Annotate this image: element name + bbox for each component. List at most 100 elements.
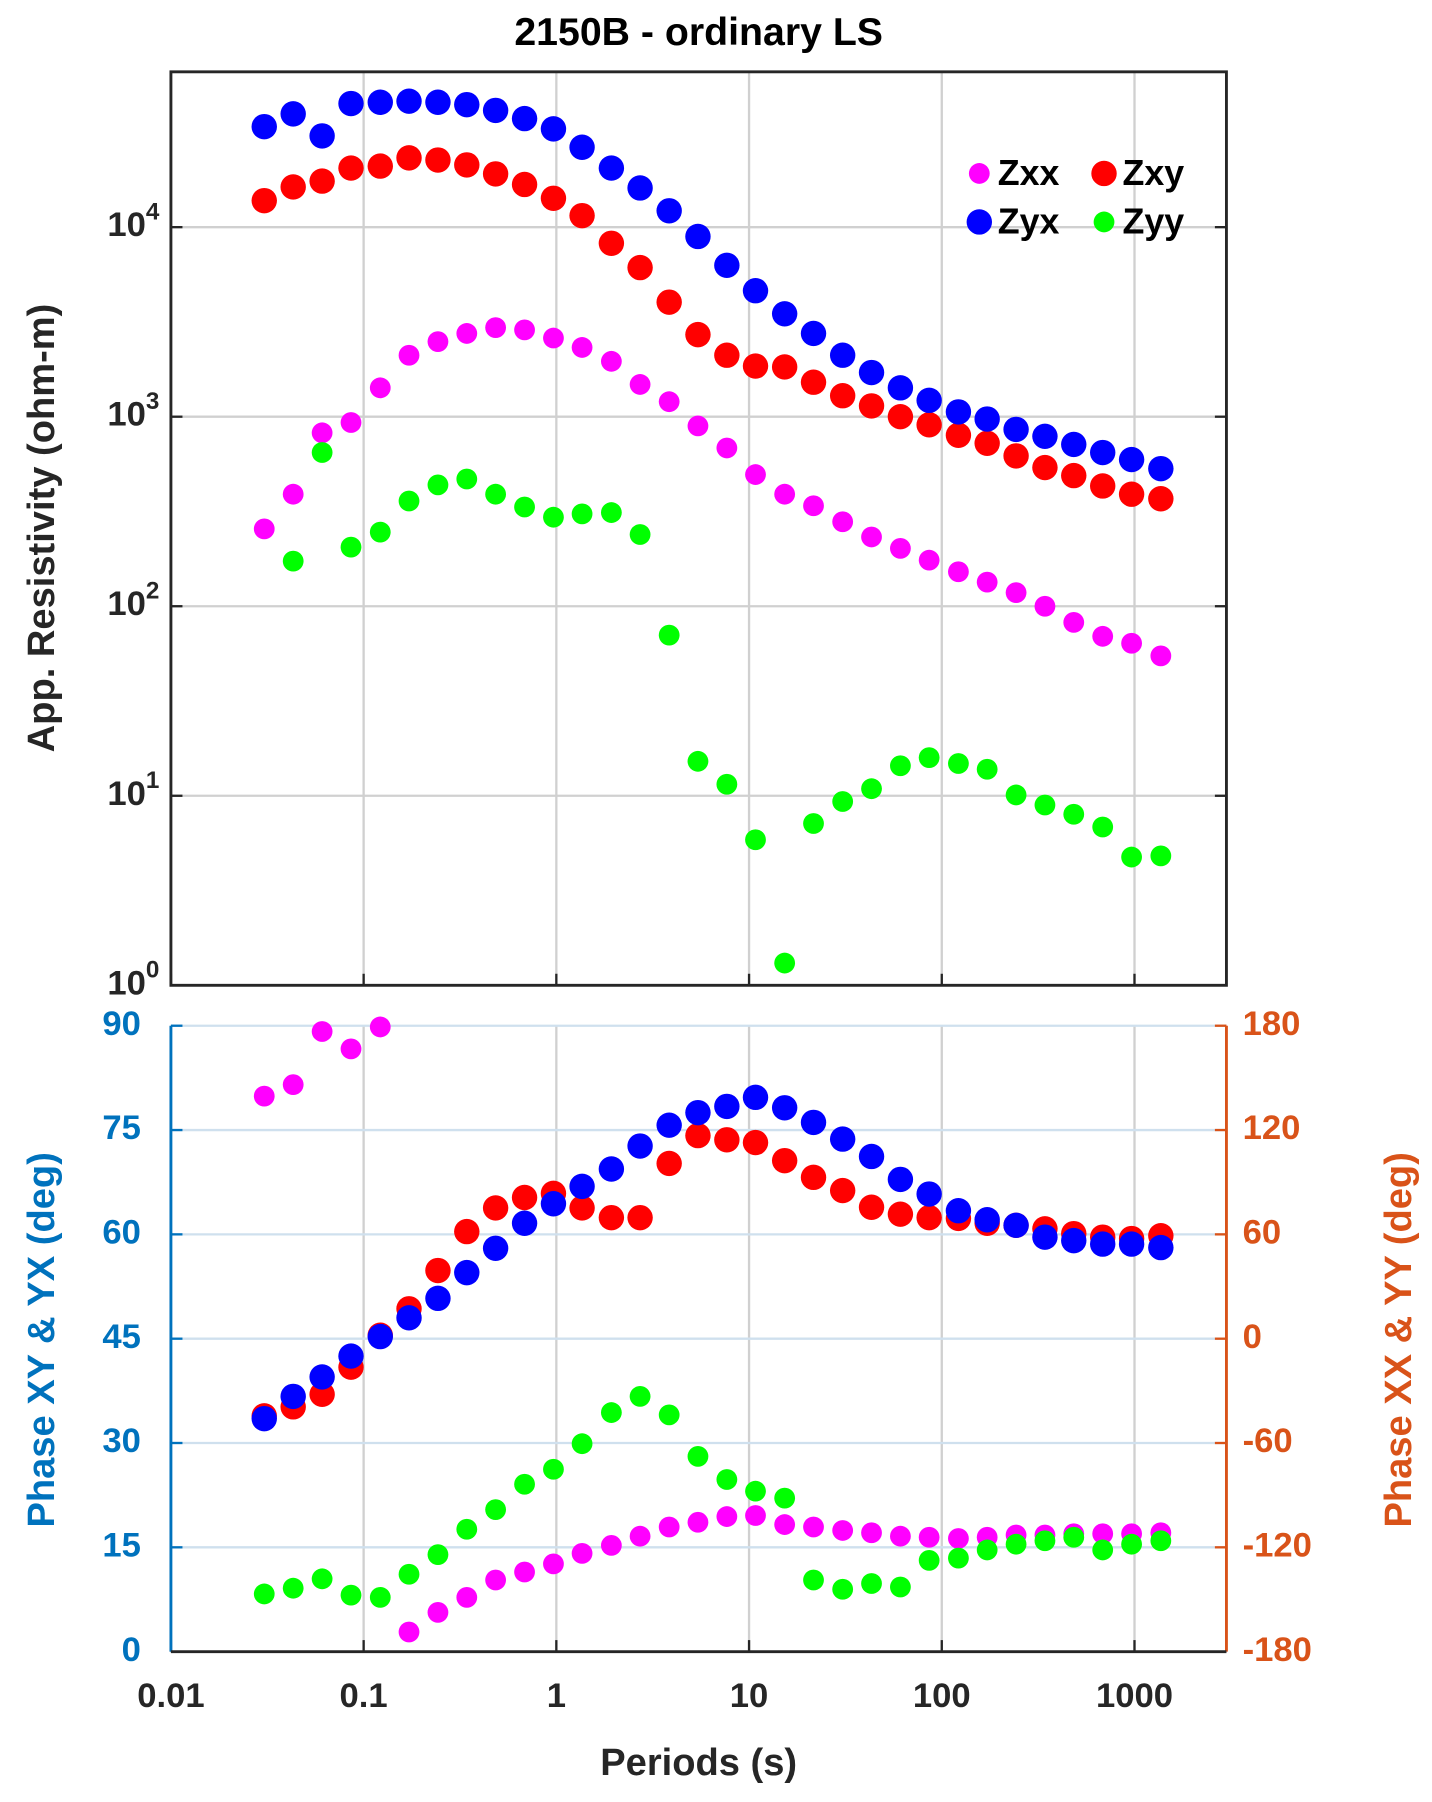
legend-label: Zxx: [998, 153, 1060, 193]
data-point: [398, 490, 420, 512]
y2-tick-label: 180: [1243, 1005, 1301, 1043]
data-point: [945, 422, 972, 448]
data-point: [309, 1364, 335, 1390]
data-point: [714, 1127, 740, 1153]
data-point: [916, 387, 942, 414]
data-point: [367, 89, 393, 115]
data-point: [974, 406, 1000, 432]
legend-marker: [1091, 160, 1117, 187]
y-tick-label: 104: [107, 199, 160, 245]
data-point: [369, 377, 391, 399]
data-point: [803, 1516, 824, 1538]
data-point: [742, 278, 769, 304]
data-point: [369, 1016, 391, 1038]
data-point: [832, 1520, 854, 1541]
y-tick-label: 103: [107, 388, 159, 434]
data-point: [1092, 625, 1114, 647]
data-point: [1118, 481, 1145, 507]
y-axis-label: App. Resistivity (ohm-m): [21, 304, 63, 753]
data-point: [1092, 1539, 1114, 1561]
data-point: [571, 503, 593, 525]
y-tick-label: 45: [102, 1318, 141, 1356]
data-point: [543, 327, 564, 349]
x-tick-label: 10: [730, 1677, 769, 1715]
legend-label: Zxy: [1123, 153, 1185, 193]
data-point: [569, 1173, 595, 1200]
data-point: [658, 1404, 680, 1426]
data-point: [1121, 632, 1142, 654]
data-point: [396, 88, 422, 114]
data-point: [771, 354, 798, 380]
data-point: [742, 353, 769, 379]
data-point: [1121, 846, 1142, 868]
data-point: [282, 1577, 304, 1599]
data-point: [253, 1085, 275, 1107]
y-tick-label: 75: [102, 1109, 141, 1147]
data-point: [569, 202, 595, 229]
data-point: [656, 198, 682, 224]
data-point: [1032, 454, 1058, 481]
data-point: [454, 1218, 480, 1245]
data-point: [803, 495, 824, 517]
data-point: [918, 1526, 940, 1548]
data-point: [714, 1093, 740, 1120]
data-point: [340, 1038, 362, 1060]
data-point: [832, 791, 854, 812]
data-point: [425, 1285, 451, 1312]
data-point: [948, 561, 969, 583]
data-point: [369, 1587, 391, 1608]
data-point: [511, 1184, 538, 1211]
data-point: [338, 90, 364, 117]
y-axis-label: Phase XY & YX (deg): [21, 1152, 63, 1527]
data-point: [1032, 423, 1058, 450]
data-point: [716, 773, 738, 795]
data-point: [887, 403, 914, 430]
data-point: [1090, 1231, 1116, 1257]
data-point: [600, 350, 622, 372]
data-point: [309, 123, 335, 149]
data-point: [1118, 1231, 1145, 1257]
legend-label: Zyx: [998, 202, 1060, 242]
data-point: [251, 187, 277, 214]
data-point: [685, 223, 711, 250]
data-point: [774, 483, 796, 505]
y2-tick-label: -60: [1243, 1422, 1293, 1460]
data-point: [861, 1522, 882, 1544]
data-point: [716, 1506, 738, 1527]
x-tick-label: 1000: [1096, 1677, 1173, 1715]
legend-marker: [1093, 211, 1115, 233]
data-point: [774, 952, 796, 974]
data-point: [774, 1514, 796, 1535]
data-point: [338, 1343, 364, 1369]
data-point: [1005, 784, 1027, 806]
data-point: [1092, 1523, 1114, 1545]
data-point: [832, 511, 854, 533]
data-point: [456, 1518, 478, 1540]
data-point: [656, 1112, 682, 1138]
y-tick-label: 15: [102, 1526, 141, 1564]
data-point: [800, 1109, 827, 1136]
data-point: [338, 155, 364, 181]
data-point: [367, 153, 393, 179]
data-point: [974, 1207, 1000, 1233]
data-point: [1061, 431, 1087, 458]
data-point: [598, 1156, 625, 1182]
data-point: [858, 1194, 885, 1220]
data-point: [600, 1402, 622, 1423]
data-point: [745, 829, 766, 851]
data-point: [658, 391, 680, 413]
data-point: [1148, 455, 1174, 482]
data-point: [687, 1445, 709, 1467]
data-point: [803, 1569, 824, 1591]
data-point: [454, 1259, 480, 1286]
data-point: [511, 1210, 538, 1236]
data-point: [629, 374, 651, 395]
data-point: [367, 1323, 393, 1350]
y-tick-label: 100: [107, 957, 159, 1003]
data-point: [629, 524, 651, 545]
data-point: [1150, 1530, 1172, 1552]
data-point: [398, 344, 420, 366]
data-point: [858, 1143, 885, 1170]
data-point: [685, 1099, 711, 1126]
